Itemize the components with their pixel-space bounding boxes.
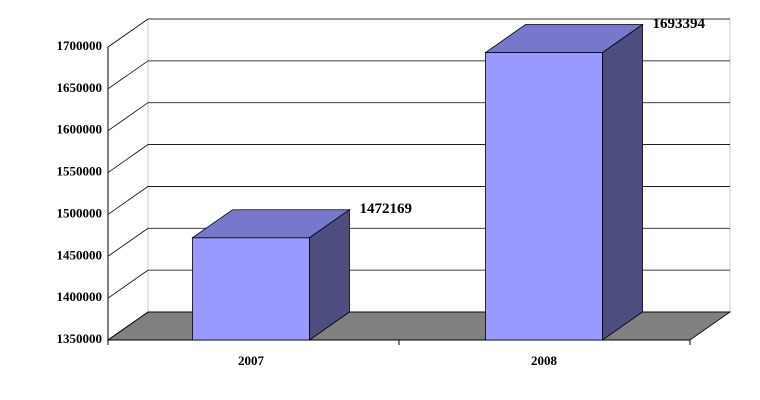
y-tick-label: 1700000 [57,38,103,53]
bar-side [309,208,350,341]
side-wall [107,18,149,341]
y-tick-label: 1350000 [57,331,103,346]
bar [192,237,310,341]
bar-side [602,23,643,341]
value-label: 1693394 [653,16,706,32]
grid-line [107,18,730,48]
y-tick-label: 1450000 [57,247,103,262]
value-label: 1472169 [360,201,413,217]
x-tick-label: 2008 [531,353,558,368]
y-tick-label: 1600000 [57,122,103,137]
y-tick-label: 1400000 [57,289,103,304]
y-tick-label: 1500000 [57,205,103,220]
bar [485,52,603,341]
x-tick-label: 2007 [238,353,265,368]
y-tick-label: 1550000 [57,164,103,179]
y-tick-label: 1650000 [57,80,103,95]
